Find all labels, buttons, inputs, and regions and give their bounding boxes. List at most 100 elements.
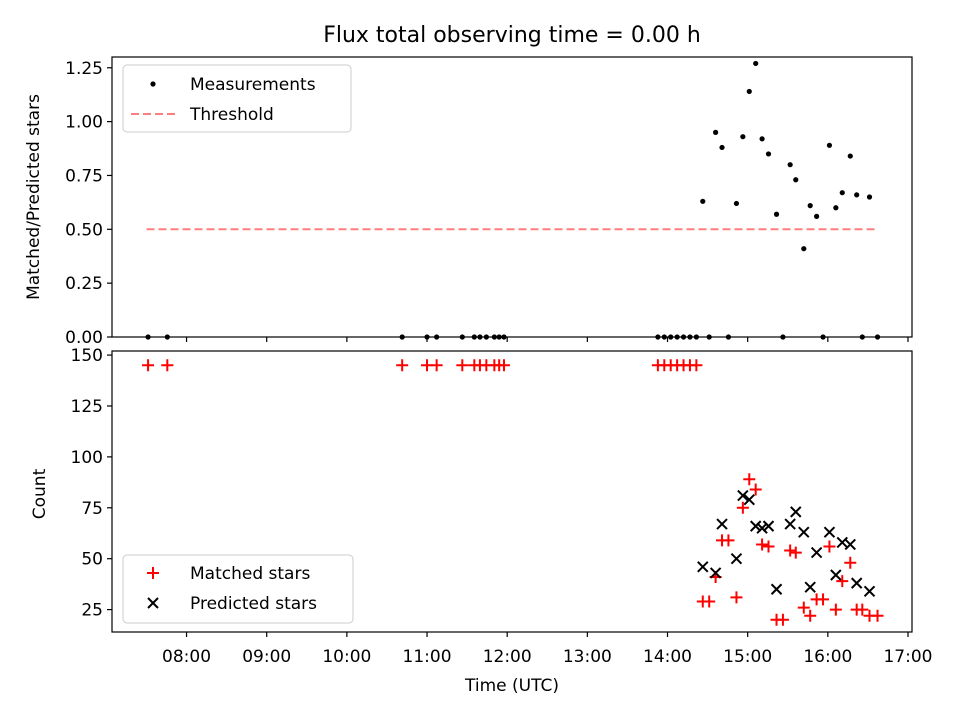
predicted-stars-point <box>784 518 796 530</box>
measurements-point <box>866 194 873 200</box>
predicted-stars-legend-label: Predicted stars <box>190 594 317 614</box>
matched-stars-point <box>817 593 830 606</box>
measurements-point <box>700 198 706 204</box>
bottom-legend-box <box>122 554 354 624</box>
matched-stars-point <box>161 359 174 372</box>
top-legend: Measurements Threshold <box>122 64 352 133</box>
bottom-ytick-label: 150 <box>71 346 103 366</box>
predicted-stars-point <box>844 538 856 551</box>
x-axis-label: Time (UTC) <box>464 676 559 696</box>
measurements-point <box>839 190 845 196</box>
measurements-point <box>801 246 807 252</box>
xtick-label: 13:00 <box>563 647 612 667</box>
predicted-stars-point <box>697 561 709 573</box>
bottom-ytick-label: 100 <box>71 448 103 468</box>
matched-stars-point <box>722 534 735 547</box>
predicted-stars-point <box>804 581 816 593</box>
predicted-stars-point <box>798 526 810 538</box>
predicted-stars-legend-marker <box>147 597 159 609</box>
bottom-plot-frame <box>111 350 913 633</box>
measurements-point <box>740 134 746 140</box>
bottom-panel: 25 50 75 100 125 150 08:00 09:00 10:00 11:00 12:00… <box>30 346 932 696</box>
matched-stars-point <box>856 603 869 616</box>
predicted-stars-point <box>749 520 762 532</box>
predicted-stars-point <box>830 569 842 581</box>
top-plot-frame <box>111 56 913 338</box>
measurements-point <box>753 60 759 67</box>
matched-stars-point <box>776 613 789 626</box>
xtick-label: 08:00 <box>162 647 211 667</box>
predicted-stars-point <box>790 506 802 518</box>
matched-stars-point <box>736 501 749 514</box>
measurements-point <box>746 88 752 95</box>
xtick-label: 10:00 <box>322 647 371 667</box>
matched-stars-point <box>797 601 810 614</box>
measurements-point <box>793 177 799 183</box>
measurements-point <box>719 144 725 151</box>
bottom-ytick-label: 125 <box>71 397 103 417</box>
matched-stars-point <box>396 359 409 372</box>
measurements-point <box>854 192 860 198</box>
matched-stars-point <box>829 603 842 616</box>
measurements-point <box>765 151 772 157</box>
matched-stars-legend-marker <box>147 567 159 579</box>
xtick-label: 14:00 <box>643 647 692 667</box>
measurements-point <box>713 129 719 135</box>
top-ylabel: Matched/Predicted stars <box>24 94 44 300</box>
matched-stars-legend-label: Matched stars <box>190 564 310 584</box>
measurements-legend-label: Measurements <box>190 75 316 95</box>
top-ytick-label: 1.00 <box>65 113 103 133</box>
predicted-stars-point <box>709 567 722 579</box>
matched-stars-point <box>456 359 469 372</box>
predicted-stars-point <box>863 585 876 597</box>
matched-stars-point <box>804 609 817 622</box>
bottom-ytick-label: 25 <box>81 601 103 621</box>
matched-stars-point <box>703 595 716 608</box>
measurements-legend-marker <box>150 81 156 87</box>
matched-stars-point <box>756 538 769 551</box>
predicted-stars-point <box>823 526 836 538</box>
matched-stars-point <box>730 591 743 604</box>
xtick-label: 09:00 <box>242 647 291 667</box>
xtick-label: 17:00 <box>883 647 932 667</box>
matched-stars-point <box>690 359 703 372</box>
measurements-point <box>773 211 780 217</box>
predicted-stars-point <box>762 520 775 532</box>
measurements-point <box>733 200 740 207</box>
predicted-stars-point <box>743 493 755 506</box>
matched-stars-point <box>743 473 756 486</box>
top-ytick-label: 0.00 <box>65 328 103 348</box>
predicted-stars-point <box>810 546 823 559</box>
top-ytick-label: 0.75 <box>65 166 103 186</box>
top-legend-box <box>122 64 352 133</box>
matched-stars-point <box>836 575 849 588</box>
predicted-stars-point <box>756 522 768 534</box>
matched-stars-point <box>142 359 155 372</box>
xtick-label: 11:00 <box>403 647 452 667</box>
predicted-stars-point <box>716 518 728 530</box>
top-panel: 0.00 0.25 0.50 0.75 1.00 1.25 Matched/Predict… <box>24 56 913 348</box>
measurements-point <box>807 203 813 209</box>
xtick-label: 16:00 <box>803 647 852 667</box>
top-ytick-label: 1.25 <box>65 59 103 79</box>
matched-stars-point <box>844 556 857 569</box>
top-ytick-label: 0.25 <box>65 274 103 294</box>
measurements-point <box>833 205 839 211</box>
matched-stars-point <box>497 359 510 372</box>
matched-stars-point <box>430 359 443 372</box>
matched-stars-point <box>871 609 884 622</box>
matched-stars-point <box>823 540 836 553</box>
xtick-label: 15:00 <box>723 647 772 667</box>
measurements-point <box>847 153 853 159</box>
measurements-point <box>759 136 765 142</box>
matched-stars-point <box>789 546 802 559</box>
chart-title: Flux total observing time = 0.00 h <box>323 23 701 48</box>
xtick-label: 12:00 <box>483 647 532 667</box>
predicted-stars-point <box>850 577 863 589</box>
bottom-ytick-label: 75 <box>81 499 103 519</box>
bottom-ylabel: Count <box>30 468 50 519</box>
threshold-legend-label: Threshold <box>189 105 274 125</box>
top-ytick-label: 0.50 <box>65 220 103 240</box>
matched-stars-point <box>749 483 762 496</box>
